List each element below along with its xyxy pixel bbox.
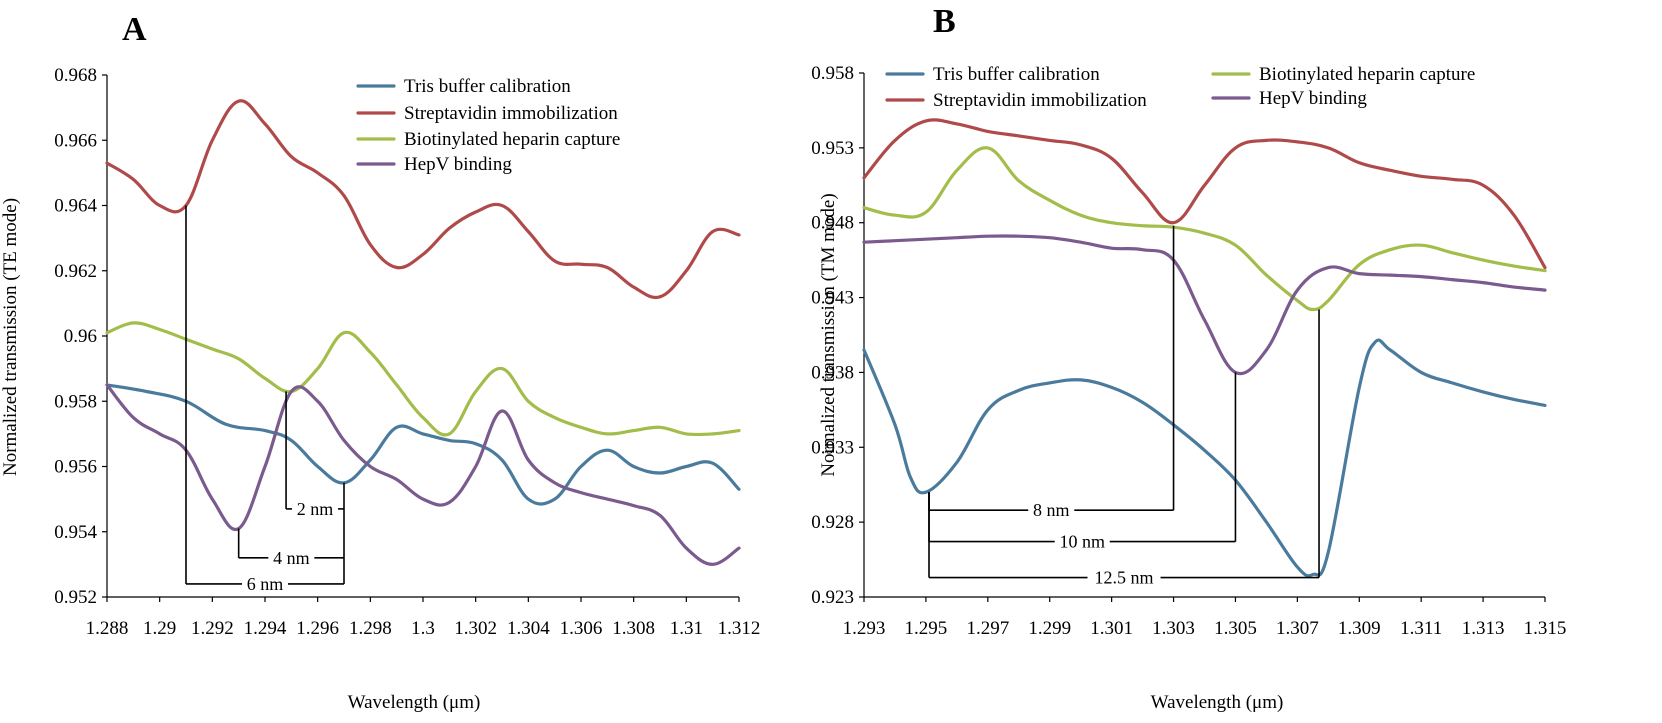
series-line-strep (105, 99, 741, 300)
annotation-label: 4 nm (273, 548, 310, 568)
panel-b-axes (863, 73, 1545, 598)
panel-a-yticks: 0.952 0.954 0.956 0.958 0.96 0.962 0.964 0.966 0… (54, 65, 107, 608)
y-tick-label: 0.953 (811, 138, 854, 159)
legend-label-hepv: HepV binding (404, 154, 512, 175)
panel-b-xticks: 1.293 1.295 1.297 1.299 1.301 1.303 1.305 1.307… (843, 597, 1567, 639)
x-tick-label: 1.293 (843, 618, 886, 639)
x-tick-label: 1.297 (966, 618, 1009, 639)
panel-a-annotations: 2 nm 4 nm 6 nm (185, 205, 345, 594)
x-tick-label: 1.311 (1400, 618, 1442, 639)
panel-a-xlabel: Wavelength (μm) (348, 692, 481, 713)
x-tick-label: 1.301 (1090, 618, 1133, 639)
x-tick-label: 1.298 (349, 618, 392, 639)
panel-b-label: B (933, 3, 956, 40)
x-tick-label: 1.292 (191, 618, 234, 639)
y-tick-label: 0.948 (811, 213, 854, 234)
panel-a-ylabel: Normalized transmission (TE mode) (0, 198, 21, 476)
x-tick-label: 1.302 (454, 618, 497, 639)
x-tick-label: 1.308 (612, 618, 655, 639)
series-line-hepv (862, 234, 1547, 376)
legend-label-biotin: Biotinylated heparin capture (1259, 64, 1475, 85)
panel-b-yticks: 0.923 0.928 0.933 0.938 0.943 0.948 0.953 0.958 (811, 63, 864, 608)
x-tick-label: 1.303 (1152, 618, 1195, 639)
x-tick-label: 1.3 (411, 618, 435, 639)
y-tick-label: 0.958 (811, 63, 854, 84)
panel-a-series (105, 99, 741, 566)
panel-b-ylabel: Normalized transmission (TM mode) (818, 193, 839, 476)
x-tick-label: 1.299 (1028, 618, 1071, 639)
x-tick-label: 1.295 (905, 618, 948, 639)
panel-b: B 0.9230.9280.9330.9380.9430.9480.9530.9… (811, 3, 1566, 713)
annotation-label: 8 nm (1033, 500, 1070, 520)
series-line-biotin (105, 321, 741, 437)
x-tick-label: 1.313 (1462, 618, 1505, 639)
annotation-label: 6 nm (247, 574, 284, 594)
legend-label-tris: Tris buffer calibration (404, 76, 571, 97)
x-tick-label: 1.294 (244, 618, 287, 639)
y-tick-label: 0.96 (64, 326, 97, 347)
x-tick-label: 1.307 (1276, 618, 1319, 639)
y-tick-label: 0.964 (54, 196, 97, 217)
panel-a: A 0.952 0.954 0.956 0.958 0.96 0.962 0.964 0.96… (0, 11, 760, 713)
panel-b-legend: Tris buffer calibration Streptavidin immo… (885, 64, 1475, 111)
y-tick-label: 0.943 (811, 288, 854, 309)
y-tick-label: 0.928 (811, 512, 854, 533)
panel-b-xlabel: Wavelength (μm) (1151, 692, 1284, 713)
panel-a-legend: Tris buffer calibration Streptavidin immo… (356, 76, 620, 175)
panel-a-label: A (122, 11, 147, 48)
panel-a-xticks: 1.288 1.29 1.292 1.294 1.296 1.298 1.3 1.302 1.3… (86, 597, 761, 639)
y-tick-label: 0.923 (811, 587, 854, 608)
x-tick-label: 1.304 (507, 618, 550, 639)
y-tick-label: 0.968 (54, 65, 97, 86)
legend-label-biotin: Biotinylated heparin capture (404, 129, 620, 150)
y-tick-label: 0.958 (54, 391, 97, 412)
series-line-tris (105, 383, 741, 506)
y-tick-label: 0.952 (54, 587, 97, 608)
annotation-label: 12.5 nm (1095, 568, 1154, 588)
x-tick-label: 1.288 (86, 618, 129, 639)
series-line-hepv (105, 383, 741, 566)
legend-label-tris: Tris buffer calibration (933, 64, 1100, 85)
legend-label-strep: Streptavidin immobilization (933, 90, 1147, 111)
y-tick-label: 0.954 (54, 522, 97, 543)
y-tick-label: 0.956 (54, 457, 97, 478)
panel-b-annotations: 8 nm 10 nm 12.5 nm (928, 225, 1320, 588)
y-tick-label: 0.938 (811, 362, 854, 383)
series-line-strep (862, 118, 1547, 270)
series-line-biotin (862, 146, 1547, 312)
x-tick-label: 1.306 (560, 618, 603, 639)
y-tick-label: 0.933 (811, 437, 854, 458)
x-tick-label: 1.296 (296, 618, 339, 639)
x-tick-label: 1.31 (670, 618, 703, 639)
x-tick-label: 1.305 (1214, 618, 1257, 639)
x-tick-label: 1.309 (1338, 618, 1381, 639)
legend-label-strep: Streptavidin immobilization (404, 103, 618, 124)
y-tick-label: 0.966 (54, 130, 97, 151)
legend-label-hepv: HepV binding (1259, 88, 1367, 109)
annotation-label: 2 nm (297, 499, 334, 519)
annotation-label: 10 nm (1059, 532, 1105, 552)
y-tick-label: 0.962 (54, 261, 97, 282)
series-line-tris (862, 338, 1547, 578)
x-tick-label: 1.315 (1524, 618, 1567, 639)
x-tick-label: 1.312 (718, 618, 761, 639)
x-tick-label: 1.29 (143, 618, 176, 639)
panel-b-series (862, 118, 1547, 578)
